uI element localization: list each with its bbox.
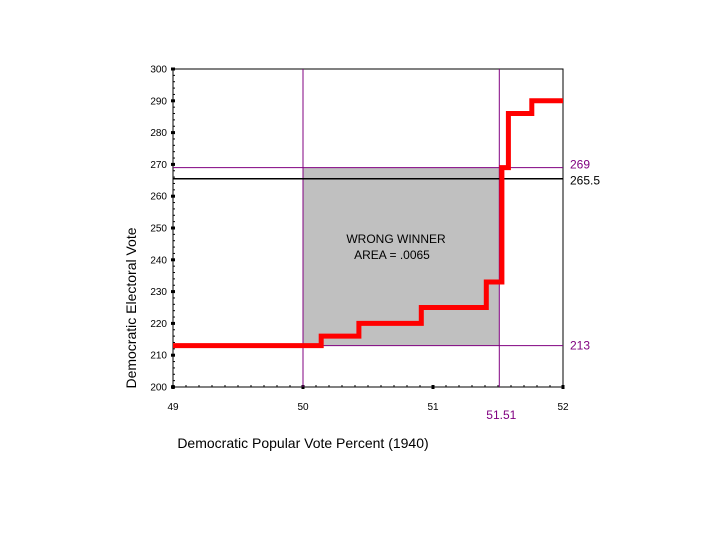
annotation-line-1: WRONG WINNER	[346, 232, 446, 246]
y-tick-label: 260	[150, 192, 167, 203]
y-tick-label: 220	[150, 319, 167, 330]
y-tick-label: 250	[150, 224, 167, 235]
y-major-tick	[171, 290, 175, 294]
electoral-vote-step-line	[173, 98, 563, 349]
horizontal-reference-label: 213	[570, 339, 590, 353]
horizontal-reference-label: 265.5	[570, 174, 600, 188]
annotation-line-2: AREA = .0065	[354, 248, 430, 262]
x-tick-label: 52	[557, 402, 569, 413]
y-major-tick	[171, 226, 175, 230]
y-major-tick	[171, 194, 175, 198]
y-major-tick	[171, 99, 175, 103]
y-tick-label: 230	[150, 287, 167, 298]
shaded-region	[303, 167, 500, 346]
y-tick-label: 280	[150, 128, 167, 139]
y-tick-label: 270	[150, 160, 167, 171]
x-major-tick	[431, 385, 435, 389]
x-tick-label: 50	[297, 402, 309, 413]
y-major-tick	[171, 353, 175, 357]
y-major-tick	[171, 162, 175, 166]
plot-region: 200 210 220 230 240 250 260 270 280 290 300 49 50 51 5…	[150, 65, 600, 423]
shaded-region-annotation: WRONG WINNER AREA = .0065	[346, 232, 446, 262]
y-tick-label: 210	[150, 351, 167, 362]
y-major-tick	[171, 67, 175, 71]
y-axis-title: Democratic Electoral Vote	[123, 227, 139, 388]
y-major-tick	[171, 131, 175, 135]
vertical-reference-label: 51.51	[486, 408, 516, 422]
x-axis-title: Democratic Popular Vote Percent (1940)	[177, 435, 428, 451]
y-tick-label: 300	[150, 65, 167, 76]
x-tick-label: 49	[167, 402, 179, 413]
y-major-tick	[171, 321, 175, 325]
y-major-tick	[171, 258, 175, 262]
y-tick-label: 240	[150, 255, 167, 266]
x-major-tick	[561, 385, 565, 389]
y-tick-label: 290	[150, 96, 167, 107]
x-major-tick	[171, 385, 175, 389]
y-tick-label: 200	[150, 383, 167, 394]
horizontal-reference-label: 269	[570, 158, 590, 172]
x-tick-label: 51	[427, 402, 439, 413]
